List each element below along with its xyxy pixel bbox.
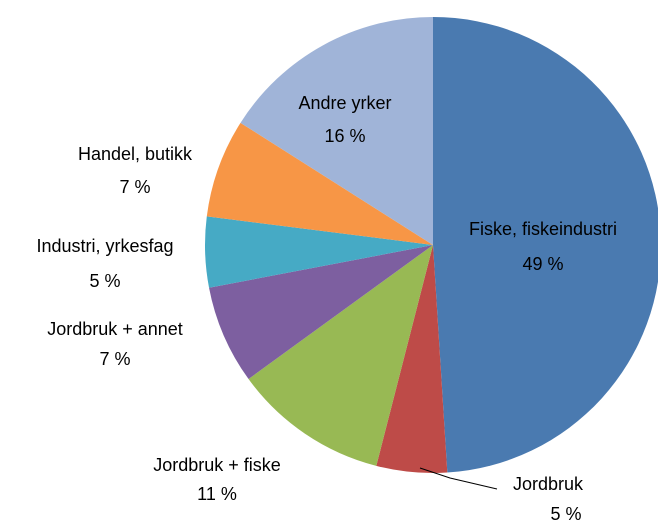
slice-value-label: 11 % [197, 484, 237, 504]
slice-label: Jordbruk + fiske [153, 455, 281, 475]
pie-slice [376, 245, 448, 473]
slice-value-label: 16 % [324, 126, 365, 146]
slice-label: Industri, yrkesfag [36, 236, 173, 256]
pie-slice [206, 122, 433, 245]
slice-value-label: 7 % [119, 177, 150, 197]
slice-label: Handel, butikk [78, 144, 193, 164]
pie-slice [248, 245, 433, 466]
slice-label: Jordbruk + annet [47, 319, 183, 339]
slice-value-label: 5 % [89, 271, 120, 291]
slice-value-label: 49 % [522, 254, 563, 274]
slice-label: Fiske, fiskeindustri [469, 219, 617, 239]
pie-slice [433, 17, 658, 473]
slice-label: Jordbruk [513, 474, 584, 494]
slice-value-label: 5 % [550, 504, 581, 524]
pie-slice [205, 216, 433, 288]
slice-value-label: 7 % [99, 349, 130, 369]
pie-slice [209, 245, 433, 380]
pie-slice [240, 16, 433, 245]
leader-line [419, 467, 498, 490]
slice-label: Andre yrker [298, 93, 391, 113]
